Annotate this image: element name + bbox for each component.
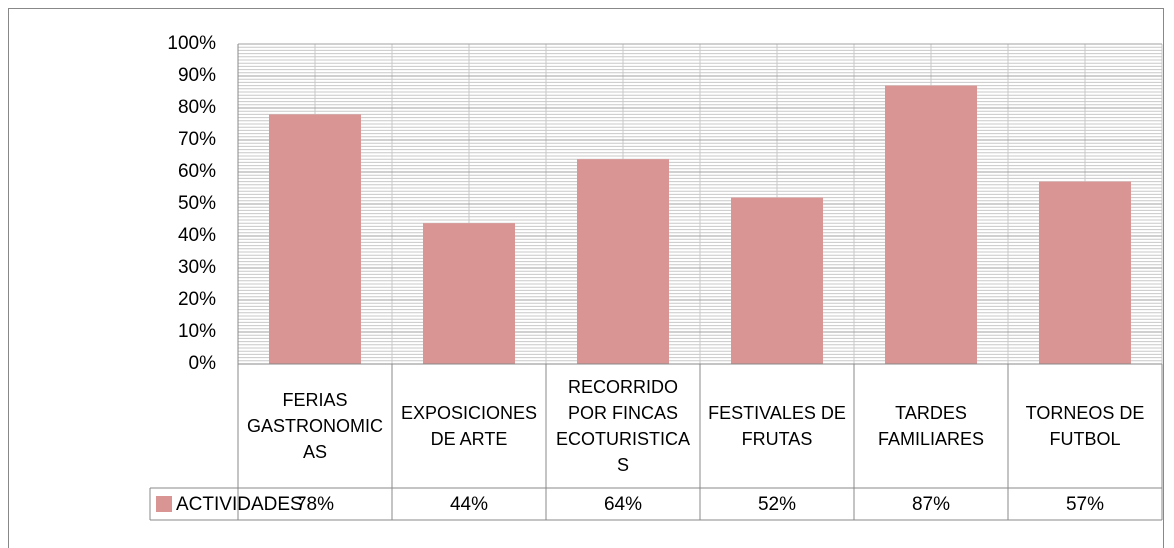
bar: [731, 197, 823, 364]
legend-label: ACTIVIDADES: [176, 494, 303, 515]
bar: [577, 159, 669, 364]
y-tick-label: 80%: [178, 97, 216, 118]
bar: [423, 223, 515, 364]
table-value: 44%: [450, 494, 488, 515]
y-tick-label: 0%: [189, 353, 217, 374]
legend-key: [156, 496, 172, 512]
bar: [885, 85, 977, 364]
bar: [269, 114, 361, 365]
y-tick-label: 30%: [178, 257, 216, 278]
y-tick-label: 20%: [178, 289, 216, 310]
y-tick-label: 60%: [178, 161, 216, 182]
x-tick-label: TARDES FAMILIARES: [877, 403, 985, 449]
x-tick-label: EXPOSICIONES DE ARTE: [400, 403, 538, 449]
table-value: 52%: [758, 494, 796, 515]
x-tick-label: TORNEOS DE FUTBOL: [1025, 403, 1145, 449]
bar: [1039, 181, 1131, 364]
x-tick-label: FERIAS GASTRONOMICAS: [246, 390, 383, 462]
y-tick-label: 40%: [178, 225, 216, 246]
y-tick-label: 90%: [178, 65, 216, 86]
y-tick-label: 50%: [178, 193, 216, 214]
table-value: 87%: [912, 494, 950, 515]
table-value: 64%: [604, 494, 642, 515]
table-value: 78%: [296, 494, 334, 515]
x-tick-label: FESTIVALES DE FRUTAS: [708, 403, 846, 449]
y-tick-label: 10%: [178, 321, 216, 342]
table-value: 57%: [1066, 494, 1104, 515]
y-tick-label: 70%: [178, 129, 216, 150]
y-tick-label: 100%: [167, 33, 216, 54]
x-tick-label: RECORRIDO POR FINCAS ECOTURISTICAS: [555, 377, 690, 475]
chart-border: [8, 8, 1164, 548]
